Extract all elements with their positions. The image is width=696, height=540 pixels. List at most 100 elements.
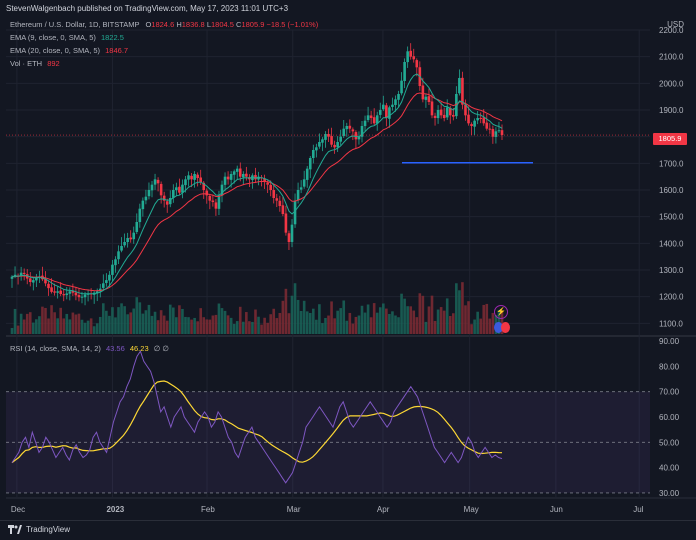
- us-flag-icon[interactable]: [494, 322, 512, 333]
- time-tick-label: Apr: [377, 505, 390, 514]
- volume-bar: [156, 320, 160, 334]
- volume-bar: [412, 310, 416, 334]
- rsi-tick-label: 90.00: [659, 337, 680, 346]
- volume-bar: [351, 323, 355, 334]
- candle-body: [144, 196, 148, 201]
- volume-bar: [342, 300, 346, 334]
- candle-body: [62, 294, 66, 296]
- time-tick-label: Jul: [633, 505, 643, 514]
- candle-body: [452, 114, 455, 117]
- candle-body: [476, 118, 479, 121]
- volume-bar: [400, 293, 403, 334]
- rsi-tick-label: 80.00: [659, 362, 680, 371]
- candle-body: [312, 150, 315, 159]
- volume-bar: [476, 311, 479, 334]
- candle-body: [324, 134, 327, 140]
- volume-bar: [62, 318, 66, 334]
- volume-bar: [10, 328, 14, 334]
- ema20-value: 1846.7: [105, 46, 129, 55]
- candle-body: [175, 187, 178, 191]
- volume-legend[interactable]: Vol · ETH 892: [10, 59, 60, 69]
- volume-bar: [360, 305, 364, 334]
- volume-bar: [50, 305, 53, 334]
- candle-body: [132, 232, 136, 240]
- candle-body: [272, 190, 276, 198]
- candle-body: [293, 200, 297, 225]
- volume-bar: [22, 319, 26, 334]
- candle-body: [56, 291, 59, 293]
- volume-bar: [269, 314, 272, 334]
- volume-bars: [10, 282, 504, 334]
- candle-body: [141, 200, 145, 210]
- ema20-legend[interactable]: EMA (20, close, 0, SMA, 5) 1846.7: [10, 46, 128, 56]
- ema9-line: [11, 73, 503, 295]
- volume-bar: [199, 308, 202, 334]
- volume-bar: [479, 318, 482, 334]
- volume-bar: [281, 300, 285, 334]
- volume-bar: [248, 321, 251, 334]
- symbol-legend[interactable]: Ethereum / U.S. Dollar, 1D, BITSTAMP O18…: [10, 20, 318, 30]
- volume-bar: [284, 288, 288, 334]
- candle-body: [497, 130, 501, 132]
- volume-bar: [382, 303, 385, 334]
- volume-bar: [296, 299, 300, 334]
- volume-bar: [421, 295, 425, 334]
- candle-body: [254, 174, 257, 180]
- candle-body: [394, 99, 397, 105]
- volume-bar: [59, 307, 62, 334]
- candle-body: [315, 147, 318, 151]
- volume-bar: [260, 324, 263, 334]
- lightning-icon[interactable]: ⚡: [494, 305, 508, 319]
- candle-body: [65, 293, 69, 296]
- volume-bar: [202, 317, 206, 334]
- candles: [10, 43, 504, 306]
- volume-bar: [53, 312, 56, 334]
- price-chart: 1100.0 1200.0 1300.0 1400.0 1500.0 1600.0 1700…: [6, 26, 696, 514]
- candle-body: [129, 237, 132, 240]
- candle-body: [193, 174, 196, 180]
- price-tick-label: 2100.0: [659, 53, 684, 62]
- candle-body: [147, 190, 151, 197]
- candle-body: [22, 272, 26, 274]
- ema9-value: 1822.5: [100, 33, 124, 42]
- volume-bar: [293, 283, 297, 334]
- volume-bar: [278, 313, 282, 334]
- candle-body: [238, 168, 242, 177]
- volume-bar: [275, 318, 279, 334]
- volume-bar: [458, 290, 461, 334]
- tradingview-logo[interactable]: TradingView: [8, 525, 70, 534]
- volume-bar: [190, 319, 193, 334]
- candle-body: [388, 107, 391, 119]
- candle-body: [397, 94, 400, 100]
- candle-body: [232, 171, 236, 175]
- candle-body: [114, 259, 117, 266]
- candle-body: [299, 187, 303, 190]
- price-tick-label: 2000.0: [659, 79, 684, 88]
- candle-body: [181, 184, 184, 193]
- volume-bar: [80, 319, 84, 334]
- volume-bar: [120, 303, 123, 334]
- volume-bar: [229, 317, 233, 334]
- candle-body: [330, 136, 333, 145]
- volume-bar: [123, 306, 126, 334]
- candle-body: [479, 117, 482, 119]
- rsi-legend[interactable]: RSI (14, close, SMA, 14, 2) 43.56 46.23 …: [10, 344, 169, 354]
- volume-bar: [114, 317, 117, 334]
- candle-body: [345, 126, 349, 130]
- candle-body: [74, 292, 78, 296]
- time-tick-label: Jun: [550, 505, 563, 514]
- candle-body: [357, 136, 361, 140]
- volume-bar: [333, 318, 336, 334]
- candle-body: [458, 78, 461, 94]
- candle-body: [162, 195, 166, 201]
- candle-body: [366, 115, 370, 121]
- candle-body: [360, 126, 364, 137]
- candle-body: [184, 179, 187, 186]
- volume-bar: [83, 322, 87, 334]
- volume-bar: [138, 302, 142, 334]
- candle-body: [102, 283, 105, 288]
- volume-bar: [336, 310, 339, 334]
- volume-bar: [257, 316, 260, 334]
- ema9-legend[interactable]: EMA (9, close, 0, SMA, 5) 1822.5: [10, 33, 124, 43]
- candle-body: [372, 117, 376, 124]
